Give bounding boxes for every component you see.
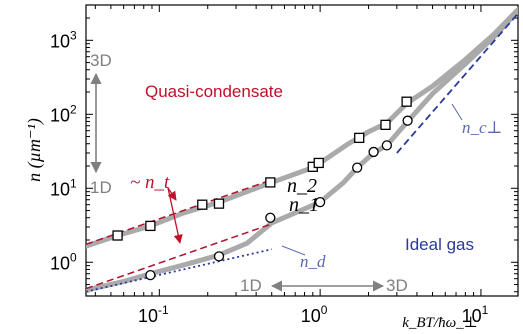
square-marker [313, 157, 324, 169]
circle-marker [265, 212, 276, 223]
line-n_d [86, 248, 272, 293]
nd-pointer [281, 245, 306, 256]
circle-marker [352, 162, 363, 173]
circle-marker [145, 269, 156, 281]
square-marker [401, 96, 412, 107]
y-tick-label: 102 [50, 102, 77, 125]
n1-label: n_1 [289, 194, 319, 216]
y-tick-label: 100 [50, 250, 77, 273]
plot-frame [85, 4, 519, 297]
ideal-gas-label: Ideal gas [405, 235, 474, 254]
square-marker [380, 119, 391, 130]
quasi-condensate-label: Quasi-condensate [145, 82, 283, 101]
nd-label: n_d [300, 252, 326, 271]
nt-arrow-down [167, 187, 183, 244]
y-tick-label: 101 [50, 176, 77, 199]
nc-perp-pointer [451, 103, 463, 121]
square-marker [197, 199, 208, 210]
x-tick-labels: 10-1 100 101 [138, 303, 489, 326]
square-marker [213, 198, 225, 209]
x-tick-label: 101 [462, 303, 489, 326]
square-marker [354, 132, 365, 144]
square-marker [112, 230, 123, 241]
nt-arrow-up [167, 187, 177, 201]
circle-marker [213, 251, 225, 262]
circle-marker [368, 146, 379, 158]
square-marker [145, 220, 156, 232]
curve-n_1 [86, 8, 518, 293]
dimension-3d-bottom: 3D [386, 276, 408, 295]
n2-label: n_2 [287, 175, 317, 197]
dimension-3d-top: 3D [90, 51, 112, 70]
circle-marker [402, 115, 413, 126]
square-marker [265, 177, 276, 188]
dimension-1d-left: 1D [90, 178, 112, 197]
line-n_c⊥ [396, 12, 518, 154]
y-tick-labels: 100 101 102 103 [50, 28, 77, 273]
circle-marker [314, 196, 326, 208]
circle-marker [381, 140, 393, 151]
dimension-1d-bottom: 1D [240, 276, 262, 295]
x-tick-label: 100 [301, 303, 328, 326]
axis-ticks [86, 4, 518, 296]
nt-label: ~ n_t [130, 172, 170, 193]
y-tick-label: 103 [50, 28, 77, 51]
nc-perp-label: n_c⊥ [462, 118, 503, 137]
theory-lines-layer [86, 12, 518, 293]
x-tick-label: 10-1 [138, 303, 169, 326]
x-axis-label: k_BT/ħω_⊥ [402, 315, 478, 331]
markers-layer [112, 96, 413, 281]
y-axis-label: n (µm⁻¹) [24, 118, 45, 182]
